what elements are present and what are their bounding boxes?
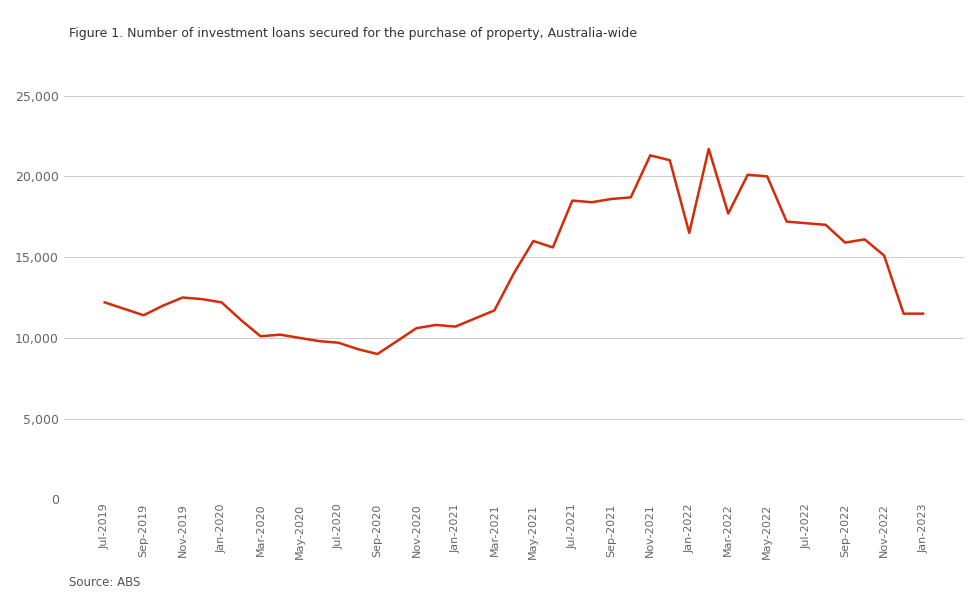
Text: Figure 1. Number of investment loans secured for the purchase of property, Austr: Figure 1. Number of investment loans sec…: [68, 27, 636, 40]
Text: Source: ABS: Source: ABS: [68, 576, 140, 589]
